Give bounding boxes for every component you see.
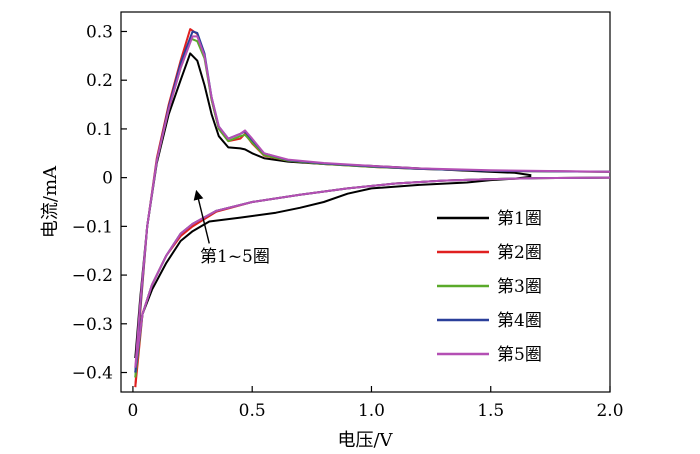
y-tick-label: −0.2 (72, 266, 113, 286)
annotation-arrow (193, 189, 210, 244)
annotation-label: 第1~5圈 (200, 247, 270, 267)
axis-ticks: 0 0.5 1.0 1.5 2.0 −0.4 −0.3 −0.2 −0.1 0 0.1 0.2 0.3 (72, 22, 624, 421)
plot-frame (120, 11, 611, 393)
x-tick-label: 2.0 (596, 401, 623, 421)
legend-label-4: 第4圈 (497, 311, 542, 331)
annotation: 第1~5圈 (193, 189, 270, 267)
y-tick-label: 0 (102, 169, 113, 189)
series-1-cathodic-line (134, 175, 532, 359)
y-tick-label: 0.2 (86, 71, 113, 91)
x-tick-label: 0.5 (239, 401, 266, 421)
y-tick-label: −0.4 (72, 364, 113, 384)
x-tick-label: 0 (128, 401, 139, 421)
legend-label-5: 第5圈 (497, 345, 542, 365)
legend-label-1: 第1圈 (497, 209, 542, 229)
series-layer (134, 28, 611, 388)
y-tick-label: 0.3 (86, 22, 113, 42)
y-tick-label: −0.1 (72, 217, 113, 237)
series-5-anodic-line (134, 35, 611, 368)
series-1-anodic-line (134, 52, 532, 358)
legend-label-3: 第3圈 (497, 277, 542, 297)
series-5-cathodic-line (134, 176, 611, 368)
series-4-cathodic-line (134, 176, 611, 373)
x-tick-label: 1.5 (477, 401, 504, 421)
x-axis-title: 电压/V (337, 430, 393, 451)
y-tick-label: −0.3 (72, 315, 113, 335)
x-tick-label: 1.0 (358, 401, 385, 421)
legend-label-2: 第2圈 (497, 243, 542, 263)
y-tick-label: 0.1 (86, 120, 113, 140)
y-axis-title: 电流/mA (40, 165, 61, 238)
